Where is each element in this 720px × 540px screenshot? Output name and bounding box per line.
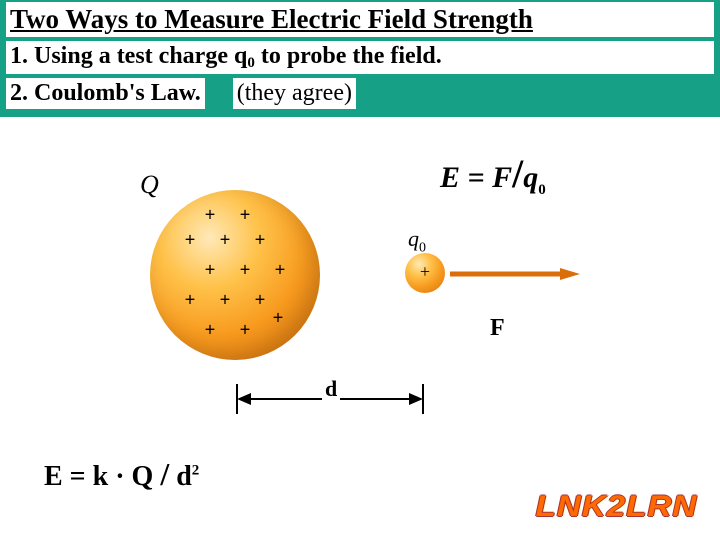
method-2-line: 2. Coulomb's Law. (they agree)	[6, 78, 714, 109]
plus-icon: +	[275, 260, 286, 281]
watermark-logo: LNK2LRN	[536, 490, 698, 524]
test-charge-sphere: +	[405, 253, 445, 293]
big-charge-label: Q	[140, 170, 159, 200]
eq1-lhs: E = F	[440, 161, 512, 194]
test-charge-label: q0	[408, 226, 426, 256]
plus-icon: +	[273, 308, 284, 329]
plus-icon: +	[255, 230, 266, 251]
method-1-post: to probe the field.	[255, 43, 442, 69]
method-1-line: 1. Using a test charge q0 to probe the f…	[6, 41, 714, 74]
title-box: Two Ways to Measure Electric Field Stren…	[6, 2, 714, 37]
force-label: F	[490, 315, 505, 342]
eq1-sub: 0	[538, 182, 546, 198]
plus-icon: +	[220, 290, 231, 311]
diagram-area: E = F/q0 Q ++++++++++++++ q0 + F d E = k…	[0, 140, 720, 540]
plus-icon: +	[185, 290, 196, 311]
plus-icon: +	[185, 230, 196, 251]
equation-e-equals-f-over-q0: E = F/q0	[440, 150, 546, 199]
eq2-sup: 2	[192, 463, 200, 479]
plus-icon: +	[240, 260, 251, 281]
plus-icon: +	[205, 260, 216, 281]
plus-icon: +	[255, 290, 266, 311]
distance-label: d	[322, 376, 340, 402]
header-band: Two Ways to Measure Electric Field Stren…	[0, 0, 720, 117]
plus-icon: +	[420, 261, 430, 282]
method-1-sub: 0	[247, 55, 255, 71]
method-2-text: 2. Coulomb's Law.	[10, 80, 201, 106]
plus-icon: +	[205, 320, 216, 341]
q0-base: q	[408, 226, 419, 251]
plus-icon: +	[220, 230, 231, 251]
plus-icon: +	[240, 205, 251, 226]
page-title: Two Ways to Measure Electric Field Stren…	[10, 4, 533, 34]
eq1-q: q	[523, 161, 538, 194]
source-charge-sphere: ++++++++++++++	[150, 190, 320, 360]
eq1-slash: /	[512, 151, 523, 196]
plus-icon: +	[240, 320, 251, 341]
method-1-pre: 1. Using a test charge q	[10, 43, 247, 69]
equation-coulombs-law: E = k · Q / d2	[44, 456, 199, 493]
eq2-slash: /	[160, 456, 169, 492]
force-arrow-icon	[450, 268, 580, 280]
plus-icon: +	[205, 205, 216, 226]
eq2-d: d	[169, 461, 192, 492]
method-2-note: (they agree)	[237, 80, 352, 106]
eq2-pre: E = k · Q	[44, 461, 160, 492]
